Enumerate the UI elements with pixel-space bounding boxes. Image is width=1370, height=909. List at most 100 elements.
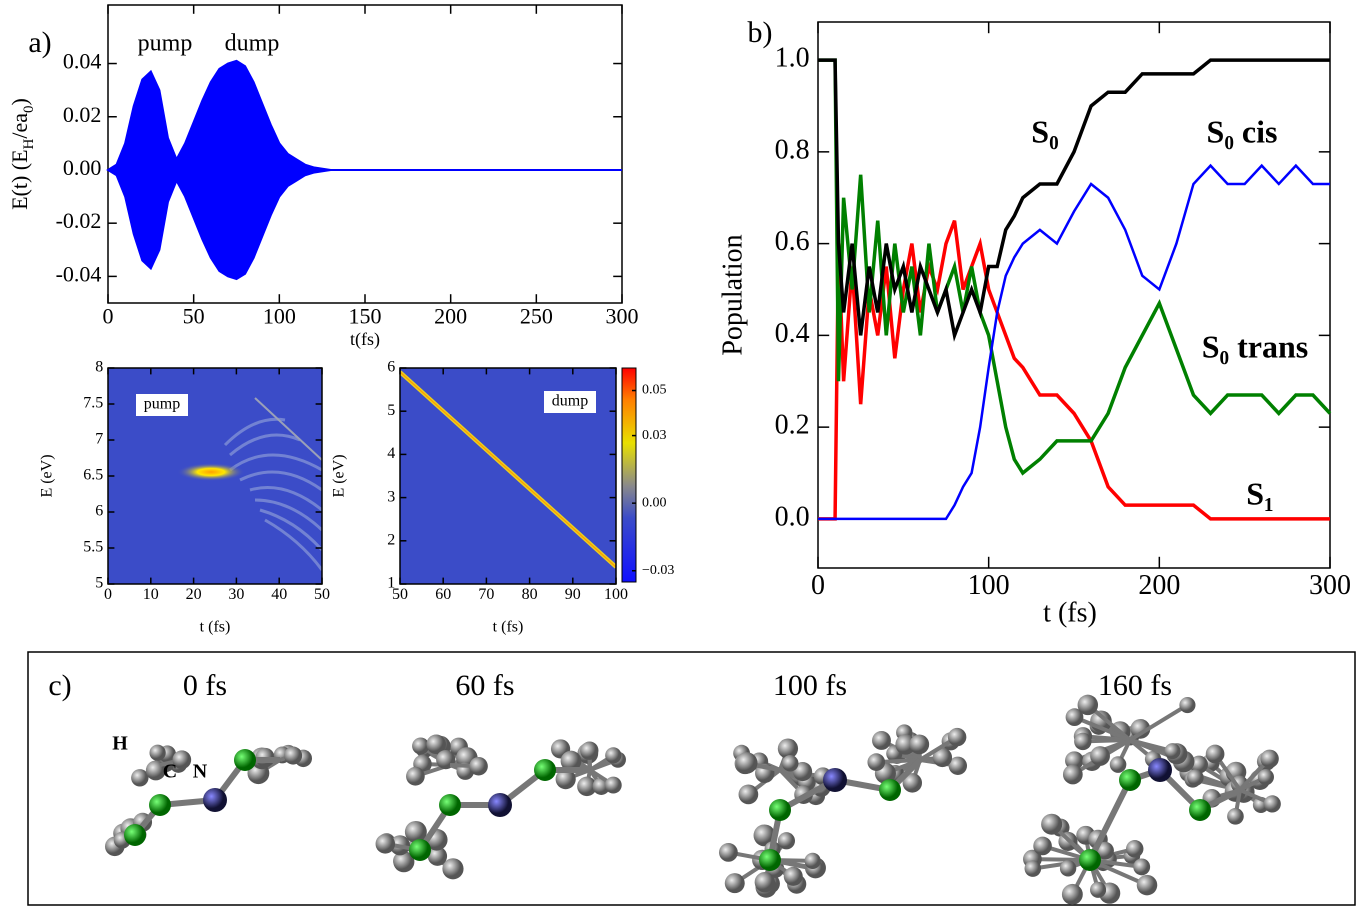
hydrogen — [577, 776, 597, 797]
y-axis-label-part: ) — [7, 98, 32, 105]
y-tick-label: 7 — [95, 431, 103, 448]
hydrogen — [1096, 841, 1114, 860]
carbon — [149, 794, 171, 816]
x-tick-label: 200 — [434, 303, 467, 328]
hydrogen — [393, 851, 415, 873]
hydrogen — [605, 747, 622, 764]
colorbar — [621, 367, 637, 583]
hydrogen — [754, 872, 775, 893]
series-label: S₀ — [1031, 113, 1058, 149]
y-axis-label-part: H — [21, 138, 37, 149]
carbon — [234, 749, 256, 771]
y-axis-label-part: 0 — [21, 105, 37, 113]
snapshot-time: 60 fs — [455, 669, 514, 702]
population-line — [818, 163, 1330, 521]
y-tick-label: 0.0 — [775, 501, 810, 532]
hydrogen — [1062, 764, 1083, 785]
hydrogen — [724, 873, 745, 894]
hydrogen — [1136, 874, 1158, 896]
hydrogen — [1263, 795, 1281, 813]
panel-letter: c) — [48, 669, 71, 702]
hydrogen — [1205, 744, 1225, 764]
y-axis-label: E (eV) — [331, 454, 348, 497]
x-tick-label: 100 — [604, 586, 628, 603]
carbon — [1079, 849, 1101, 871]
panel-letter: b) — [748, 16, 773, 49]
y-axis-label-part: E(t) (E — [7, 149, 32, 209]
hydrogen — [560, 750, 582, 772]
hydrogen — [1090, 746, 1110, 766]
bond — [1073, 715, 1131, 742]
hydrogen — [1109, 756, 1127, 773]
y-tick-label: -0.02 — [56, 208, 102, 233]
hydrogen — [867, 753, 886, 771]
plot-frame — [399, 367, 617, 585]
x-tick-label: 250 — [520, 303, 553, 328]
hydrogen — [1059, 860, 1077, 877]
series-label: S₀ cis — [1207, 113, 1278, 149]
series-label: S₀ trans — [1202, 328, 1309, 364]
y-tick-label: 5 — [387, 402, 395, 419]
hydrogen — [1130, 718, 1151, 739]
x-tick-label: 0 — [104, 586, 112, 603]
hydrogen — [902, 773, 923, 793]
x-tick-label: 50 — [183, 303, 205, 328]
hydrogen — [909, 734, 930, 755]
hydrogen — [753, 824, 776, 847]
hydrogen — [149, 744, 166, 761]
x-tick-label: 60 — [435, 586, 451, 603]
bond — [1087, 778, 1133, 862]
carbon — [409, 839, 431, 861]
y-tick-label: 5 — [95, 575, 103, 592]
snapshot-time: 0 fs — [183, 669, 227, 702]
atom-label: H — [112, 733, 128, 755]
snapshot-time: 100 fs — [773, 669, 847, 702]
hydrogen — [1189, 755, 1208, 774]
hydrogen — [735, 752, 758, 774]
x-tick-label: 80 — [522, 586, 538, 603]
hydrogen — [1041, 813, 1063, 835]
y-tick-label: 6 — [95, 503, 103, 520]
hydrogen — [1125, 840, 1144, 858]
y-axis-label: Population — [717, 234, 748, 355]
nitrogen — [1148, 758, 1172, 782]
population-line — [818, 58, 1330, 342]
hydrogen — [442, 858, 464, 880]
atom-label: C — [163, 761, 177, 783]
annotation: pump — [144, 396, 180, 413]
hydrogen — [781, 755, 799, 772]
nitrogen — [823, 768, 847, 792]
colorbar-tick-label: −0.03 — [642, 563, 674, 578]
x-tick-label: 10 — [143, 586, 159, 603]
colorbar-tick-label: 0.00 — [642, 495, 667, 510]
hydrogen — [1024, 860, 1042, 877]
hydrogen — [406, 766, 425, 786]
colorbar-tick-label: 0.05 — [642, 383, 667, 398]
x-tick-label: 200 — [1138, 570, 1180, 601]
x-axis-label: t (fs) — [1043, 597, 1097, 628]
x-tick-label: 300 — [606, 303, 639, 328]
hydrogen — [604, 776, 622, 794]
hydrogen — [948, 756, 968, 775]
y-tick-label: 0.8 — [775, 134, 810, 165]
y-tick-label: 0.04 — [63, 49, 102, 74]
hydrogen — [718, 843, 738, 862]
hydrogen — [555, 769, 576, 790]
population-line — [818, 220, 1330, 521]
hydrogen — [426, 734, 447, 755]
hydrogen — [783, 866, 803, 886]
carbon — [759, 849, 781, 871]
hydrogen — [1090, 881, 1107, 898]
hydrogen — [172, 750, 192, 770]
hydrogen — [412, 737, 430, 755]
x-axis-label: t(fs) — [350, 329, 380, 350]
annotation-box — [136, 394, 188, 416]
hydrogen — [1033, 836, 1052, 856]
hydrogen — [1179, 696, 1196, 714]
y-tick-label: 5.5 — [83, 539, 103, 556]
hydrogen — [580, 741, 599, 760]
x-tick-label: 0 — [811, 570, 825, 601]
carbon — [1189, 799, 1211, 821]
hydrogen — [284, 746, 303, 765]
